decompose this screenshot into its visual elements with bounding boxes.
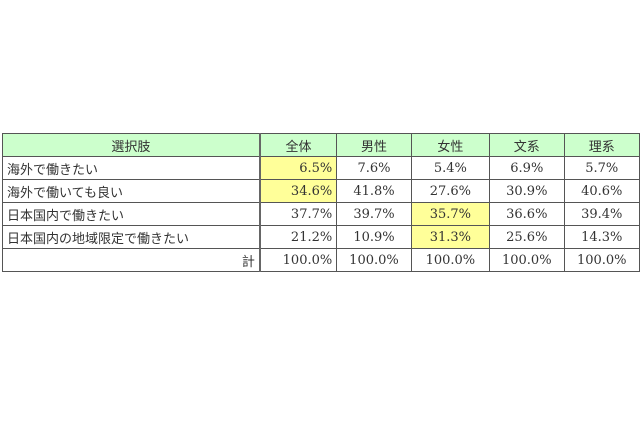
total-female: 100.0% [410,248,491,272]
cell-male: 41.8% [336,179,412,203]
cell-science: 5.7% [563,156,640,180]
header-female: 女性 [410,133,491,157]
cell-all: 34.6% [259,179,338,203]
total-row: 計 100.0% 100.0% 100.0% 100.0% 100.0% [1,248,640,272]
header-option: 選択肢 [1,133,261,157]
cell-humanities: 30.9% [489,179,565,203]
total-male: 100.0% [336,248,412,272]
cell-science: 40.6% [563,179,640,203]
row-label: 日本国内の地域限定で働きたい [1,225,261,249]
table-row: 日本国内の地域限定で働きたい 21.2% 10.9% 31.3% 25.6% 1… [1,225,640,249]
cell-science: 39.4% [563,202,640,226]
cell-female: 5.4% [410,156,491,180]
cell-female: 31.3% [410,225,491,249]
total-all: 100.0% [259,248,338,272]
cell-all: 6.5% [259,156,338,180]
header-humanities: 文系 [489,133,565,157]
total-humanities: 100.0% [489,248,565,272]
cell-female: 35.7% [410,202,491,226]
row-label: 海外で働きたい [1,156,261,180]
cell-male: 39.7% [336,202,412,226]
header-science: 理系 [563,133,640,157]
cell-humanities: 25.6% [489,225,565,249]
cell-all: 37.7% [259,202,338,226]
row-label: 海外で働いても良い [1,179,261,203]
total-science: 100.0% [563,248,640,272]
header-row: 選択肢 全体 男性 女性 文系 理系 [1,133,640,157]
header-all: 全体 [259,133,338,157]
header-male: 男性 [336,133,412,157]
cell-male: 10.9% [336,225,412,249]
survey-table: 選択肢 全体 男性 女性 文系 理系 海外で働きたい 6.5% 7.6% 5.4… [1,133,640,272]
cell-all: 21.2% [259,225,338,249]
row-label: 日本国内で働きたい [1,202,261,226]
cell-male: 7.6% [336,156,412,180]
cell-humanities: 36.6% [489,202,565,226]
total-label: 計 [1,248,261,272]
cell-female: 27.6% [410,179,491,203]
cell-science: 14.3% [563,225,640,249]
cell-humanities: 6.9% [489,156,565,180]
table-row: 日本国内で働きたい 37.7% 39.7% 35.7% 36.6% 39.4% [1,202,640,226]
table-row: 海外で働いても良い 34.6% 41.8% 27.6% 30.9% 40.6% [1,179,640,203]
table-row: 海外で働きたい 6.5% 7.6% 5.4% 6.9% 5.7% [1,156,640,180]
